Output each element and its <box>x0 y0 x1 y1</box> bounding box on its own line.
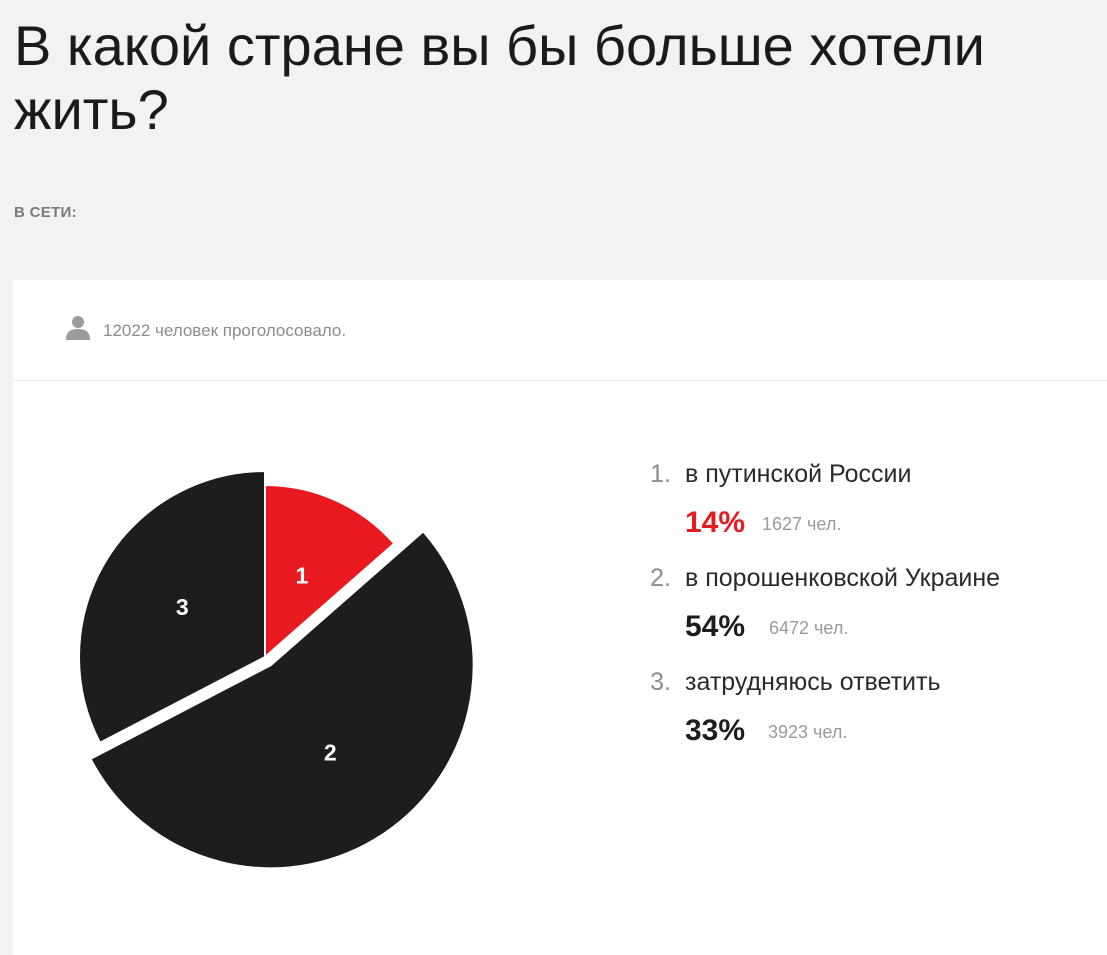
network-label: В СЕТИ: <box>14 204 77 221</box>
pie-chart: 1 2 3 <box>13 380 533 955</box>
legend-item-3: 3. затрудняюсь ответить 33% 3923 чел. <box>633 658 1093 762</box>
legend-label: затрудняюсь ответить <box>685 668 941 696</box>
legend-number: 2. <box>650 564 671 592</box>
legend-percent: 33% <box>685 714 746 747</box>
legend-percent: 54% <box>685 610 746 643</box>
legend-label: в путинской России <box>685 460 912 488</box>
pie-slice-label-1: 1 <box>295 563 308 589</box>
legend-label: в порошенковской Украине <box>685 564 1001 592</box>
legend-item-2: 2. в порошенковской Украине 54% 6472 чел… <box>633 554 1093 658</box>
votes-count-text: 12022 человек проголосовало. <box>103 321 347 340</box>
pie-slice-2 <box>89 529 475 870</box>
legend-count: 1627 чел. <box>762 514 842 534</box>
page-title: В какой стране вы бы больше хотели жить? <box>14 14 985 141</box>
poll-card: 12022 человек проголосовало. 1 2 3 1. в пу… <box>13 280 1107 955</box>
pie-slice-label-3: 3 <box>176 594 189 620</box>
legend-percent: 14% <box>685 506 746 539</box>
legend-number: 1. <box>650 460 671 488</box>
pie-chart-svg: 1 2 3 <box>78 469 475 870</box>
person-icon <box>65 314 91 340</box>
pie-slice-label-2: 2 <box>324 739 337 765</box>
legend-count: 3923 чел. <box>768 722 848 742</box>
legend-item-1: 1. в путинской России 14% 1627 чел. <box>633 450 1093 554</box>
poll-header: 12022 человек проголосовало. <box>13 280 1107 381</box>
legend: 1. в путинской России 14% 1627 чел. 2. в… <box>633 450 1093 762</box>
legend-count: 6472 чел. <box>769 618 849 638</box>
pie-slice-3 <box>78 469 266 745</box>
legend-number: 3. <box>650 668 671 696</box>
pie-slice-1 <box>264 483 396 660</box>
